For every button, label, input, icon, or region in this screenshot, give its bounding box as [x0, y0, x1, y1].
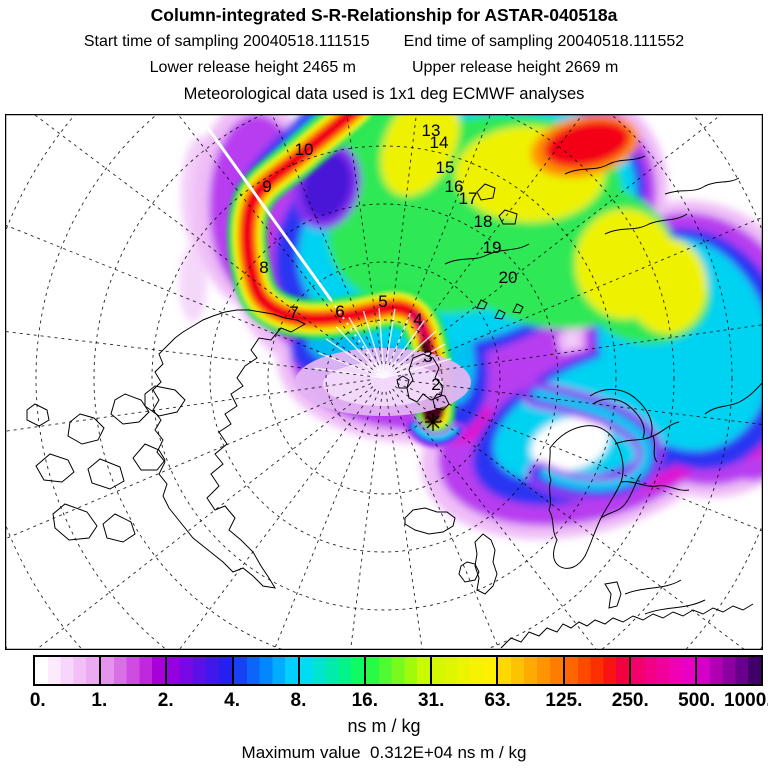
start-time: Start time of sampling 20040518.111515 — [83, 33, 370, 50]
colorbar-units: ns m / kg — [347, 716, 421, 736]
day-label-18: 18 — [474, 212, 493, 231]
sampling-times: Start time of sampling 20040518.111515 En… — [0, 33, 768, 51]
colorbar-segment — [99, 657, 166, 684]
colorbar-tick-label: 500. — [678, 690, 716, 711]
colorbar-tick-label: 4. — [224, 690, 241, 711]
colorbar — [33, 655, 763, 686]
day-label-4: 4 — [413, 310, 422, 329]
day-label-16: 16 — [445, 177, 464, 196]
met-data-note: Meteorological data used is 1x1 deg ECMW… — [183, 85, 585, 103]
colorbar-segment — [363, 657, 431, 684]
day-label-14: 14 — [430, 133, 449, 152]
colorbar-segment — [694, 657, 762, 684]
coastlines — [26, 155, 763, 649]
day-label-15: 15 — [436, 158, 455, 177]
day-label-8: 8 — [259, 258, 268, 277]
colorbar-tick-label: 0. — [29, 690, 46, 711]
colorbar-tick-label: 16. — [351, 690, 379, 711]
colorbar-tick-label: 2. — [157, 690, 174, 711]
lower-release-height: Lower release height 2465 m — [149, 59, 356, 76]
day-label-6: 6 — [335, 302, 344, 321]
graticule-lines — [5, 114, 763, 650]
trajectory-line — [203, 123, 385, 378]
day-label-7: 7 — [289, 303, 298, 322]
colorbar-tick-label: 63. — [484, 690, 511, 711]
source-marker-icon — [425, 413, 441, 431]
colorbar-segment — [496, 657, 563, 684]
day-label-20: 20 — [499, 268, 518, 287]
day-label-2: 2 — [431, 375, 440, 394]
day-label-17: 17 — [459, 189, 478, 208]
colorbar-segment — [165, 657, 232, 684]
colorbar-segment — [231, 657, 298, 684]
day-label-10: 10 — [295, 140, 314, 159]
day-label-13: 13 — [422, 121, 441, 140]
release-heights: Lower release height 2465 m Upper release… — [0, 59, 768, 77]
map-frame — [5, 114, 763, 650]
day-label-9: 9 — [262, 177, 271, 196]
end-time: End time of sampling 20040518.111552 — [403, 33, 685, 50]
colorbar-tick-label: 125. — [545, 690, 583, 711]
colorbar-segment — [628, 657, 695, 684]
colorbar-tick-labels: 0. 1. 2. 4. 8. 16. 31. 63. 125. 250. 500. 1000. — [0, 690, 768, 714]
colorbar-segment — [430, 657, 497, 684]
max-value-text: Maximum value 0.312E+04 ns m / kg — [241, 743, 527, 762]
colorbar-tick-label: 8. — [290, 690, 307, 711]
colorbar-segment — [562, 657, 629, 684]
day-label-19: 19 — [483, 238, 502, 257]
upper-release-height: Upper release height 2669 m — [412, 59, 619, 76]
colorbar-tick-label: 31. — [417, 690, 445, 711]
plot-title: Column-integrated S-R-Relationship for A… — [150, 5, 618, 25]
colorbar-tick-label: 250. — [611, 690, 649, 711]
colorbar-tick-label: 1. — [91, 690, 108, 711]
colorbar-segment — [297, 657, 364, 684]
colorbar-tick-label: 1000. — [724, 690, 768, 711]
day-label-3: 3 — [423, 347, 432, 366]
day-label-5: 5 — [378, 292, 387, 311]
polar-map: 2 3 4 5 6 7 8 9 10 13 14 15 16 17 18 19 20 — [4, 114, 764, 650]
colorbar-segment — [35, 657, 100, 684]
